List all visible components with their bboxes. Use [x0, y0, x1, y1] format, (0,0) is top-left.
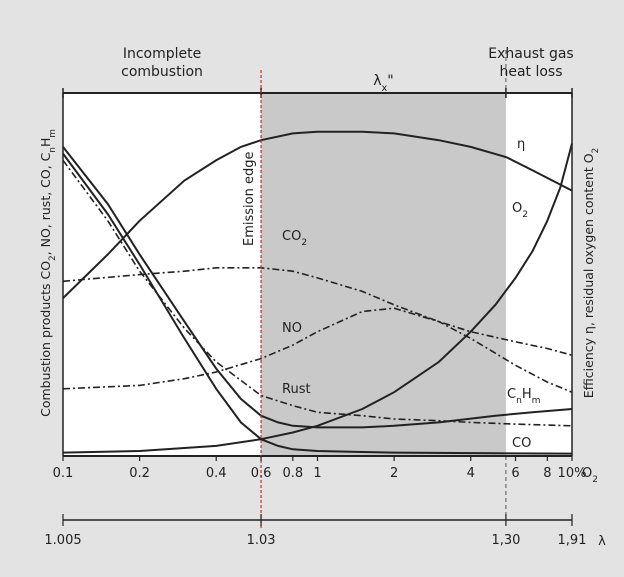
lambda-axis-symbol: λ — [598, 534, 606, 549]
series-line-rust — [62, 159, 573, 427]
region-label-incomplete: combustion — [121, 64, 203, 80]
series-label: Rust — [282, 382, 311, 397]
series-label: CnHm — [507, 387, 541, 406]
lambda-tick-label: 1,91 — [558, 533, 587, 548]
region-label-exhaust: heat loss — [499, 64, 562, 80]
region-label-lambda: λx" — [373, 73, 394, 94]
y-axis-left-label: Combustion products CO2, NO, rust, CO, C… — [38, 129, 58, 417]
series-line-no — [62, 307, 573, 393]
series-line-ch — [62, 146, 573, 429]
lambda-tick-label: 1,30 — [491, 533, 520, 548]
y-axis-right-label: Efficiency η, residual oxygen content O2 — [581, 148, 601, 398]
x-tick-label: 6 — [511, 466, 519, 481]
region-label-incomplete: Incomplete — [123, 46, 201, 62]
series-label: CO — [512, 436, 531, 451]
x-tick-label: 0.1 — [53, 466, 74, 481]
x-tick-label: 0.4 — [206, 466, 227, 481]
x-tick-label: 1 — [313, 466, 321, 481]
series-line-eta — [62, 130, 573, 299]
x-tick-label: 8 — [543, 466, 551, 481]
lambda-x-shaded-region — [261, 93, 506, 456]
emission-edge-label: Emission edge — [242, 152, 257, 246]
x-tick-label: 0.8 — [282, 466, 303, 481]
series-line-o — [62, 143, 573, 454]
x-tick-label: 4 — [467, 466, 475, 481]
lambda-tick-label: 1.03 — [247, 533, 276, 548]
series-line-co — [62, 267, 573, 356]
x-tick-label: 0.2 — [129, 466, 150, 481]
series-line-co — [62, 153, 573, 455]
x-tick-label: 2 — [390, 466, 398, 481]
lambda-tick-label: 1.005 — [44, 533, 81, 548]
x-tick-label: 10% — [558, 466, 587, 481]
series-label: CO2 — [282, 229, 307, 248]
series-label: η — [517, 137, 525, 152]
series-label: NO — [282, 321, 302, 336]
region-label-exhaust: Exhaust gas — [488, 46, 573, 62]
x-axis-unit-label: O2 — [582, 466, 598, 485]
series-label: O2 — [512, 201, 528, 220]
x-tick-label: 0.6 — [251, 466, 272, 481]
